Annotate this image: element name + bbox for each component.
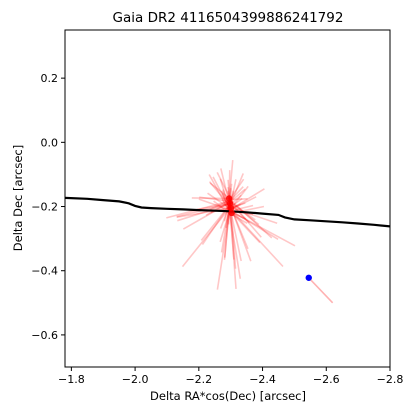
y-tick-label: 0.0 (41, 136, 59, 149)
center-point (225, 195, 233, 202)
x-tick-label: −2.8 (377, 373, 404, 386)
plot-frame (64, 29, 391, 368)
track-line (65, 196, 390, 228)
center-point (226, 200, 234, 207)
sample-lines (166, 159, 334, 304)
sample-line (205, 200, 231, 216)
x-tick-label: −2.6 (313, 373, 340, 386)
sample-line (216, 171, 232, 200)
reference-track-line (308, 277, 334, 304)
y-tick-label: −0.6 (31, 329, 58, 342)
sample-line (208, 181, 231, 208)
y-axis: 0.2 0.0 −0.2 −0.4 −0.6 (31, 72, 65, 342)
sample-line (219, 204, 231, 229)
sample-line (200, 203, 232, 241)
sample-line (209, 182, 231, 200)
x-tick-label: −2.4 (249, 373, 276, 386)
track (65, 196, 390, 228)
sample-line (229, 204, 254, 212)
sample-line (177, 203, 230, 222)
sample-line (230, 198, 248, 201)
sample-line (196, 202, 231, 211)
x-axis: −1.8 −2.0 −2.2 −2.4 −2.6 −2.8 (58, 367, 403, 386)
sample-line (229, 201, 256, 221)
sample-line (229, 209, 296, 247)
sample-line (228, 210, 242, 279)
sample-line (228, 159, 234, 200)
sample-line (223, 210, 230, 258)
sample-line (198, 198, 231, 211)
sample-line (229, 210, 261, 244)
sample-line (228, 198, 273, 239)
sample-line (229, 201, 262, 238)
sample-line (216, 213, 230, 290)
sample-line (229, 188, 246, 203)
center-point (227, 204, 235, 212)
x-tick-label: −2.0 (122, 373, 149, 386)
center-point (228, 209, 235, 217)
sample-line (229, 206, 278, 225)
x-tick-label: −2.2 (185, 373, 212, 386)
sample-line (208, 174, 231, 213)
sample-line (181, 206, 232, 268)
sample-line (209, 200, 230, 211)
chart-title: Gaia DR2 4116504399886241792 (113, 10, 344, 26)
sample-line (219, 209, 231, 243)
x-axis-label: Delta RA*cos(Dec) [arcsec] (150, 389, 306, 403)
y-tick-label: −0.4 (31, 265, 58, 278)
sample-line (176, 207, 231, 218)
sample-line (229, 209, 279, 240)
y-tick-label: 0.2 (41, 72, 59, 85)
reference-point (305, 274, 312, 281)
y-tick-label: −0.2 (31, 201, 58, 214)
sample-line (191, 197, 230, 200)
sample-line (229, 188, 265, 211)
x-tick-label: −1.8 (58, 373, 85, 386)
sample-line (207, 192, 231, 210)
points (225, 195, 312, 281)
sample-line (182, 201, 231, 230)
sample-line (199, 196, 231, 203)
sample-line (229, 178, 245, 199)
sample-line (229, 208, 284, 268)
y-axis-label: Delta Dec [arcsec] (11, 145, 25, 251)
